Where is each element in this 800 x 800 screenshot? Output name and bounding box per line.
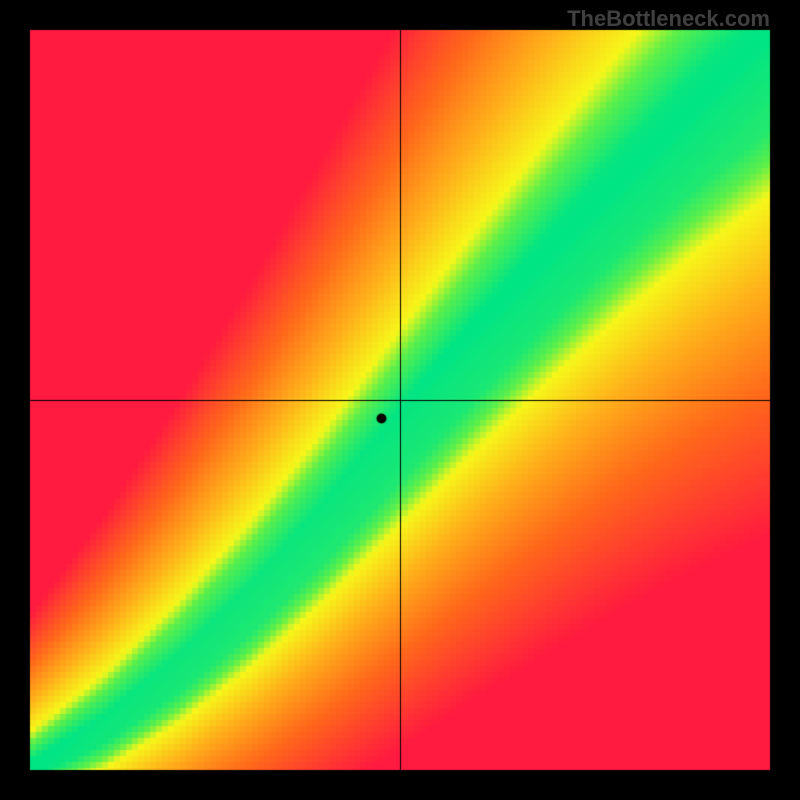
heatmap-canvas bbox=[0, 0, 800, 800]
watermark-text: TheBottleneck.com bbox=[567, 6, 770, 32]
chart-container: TheBottleneck.com bbox=[0, 0, 800, 800]
